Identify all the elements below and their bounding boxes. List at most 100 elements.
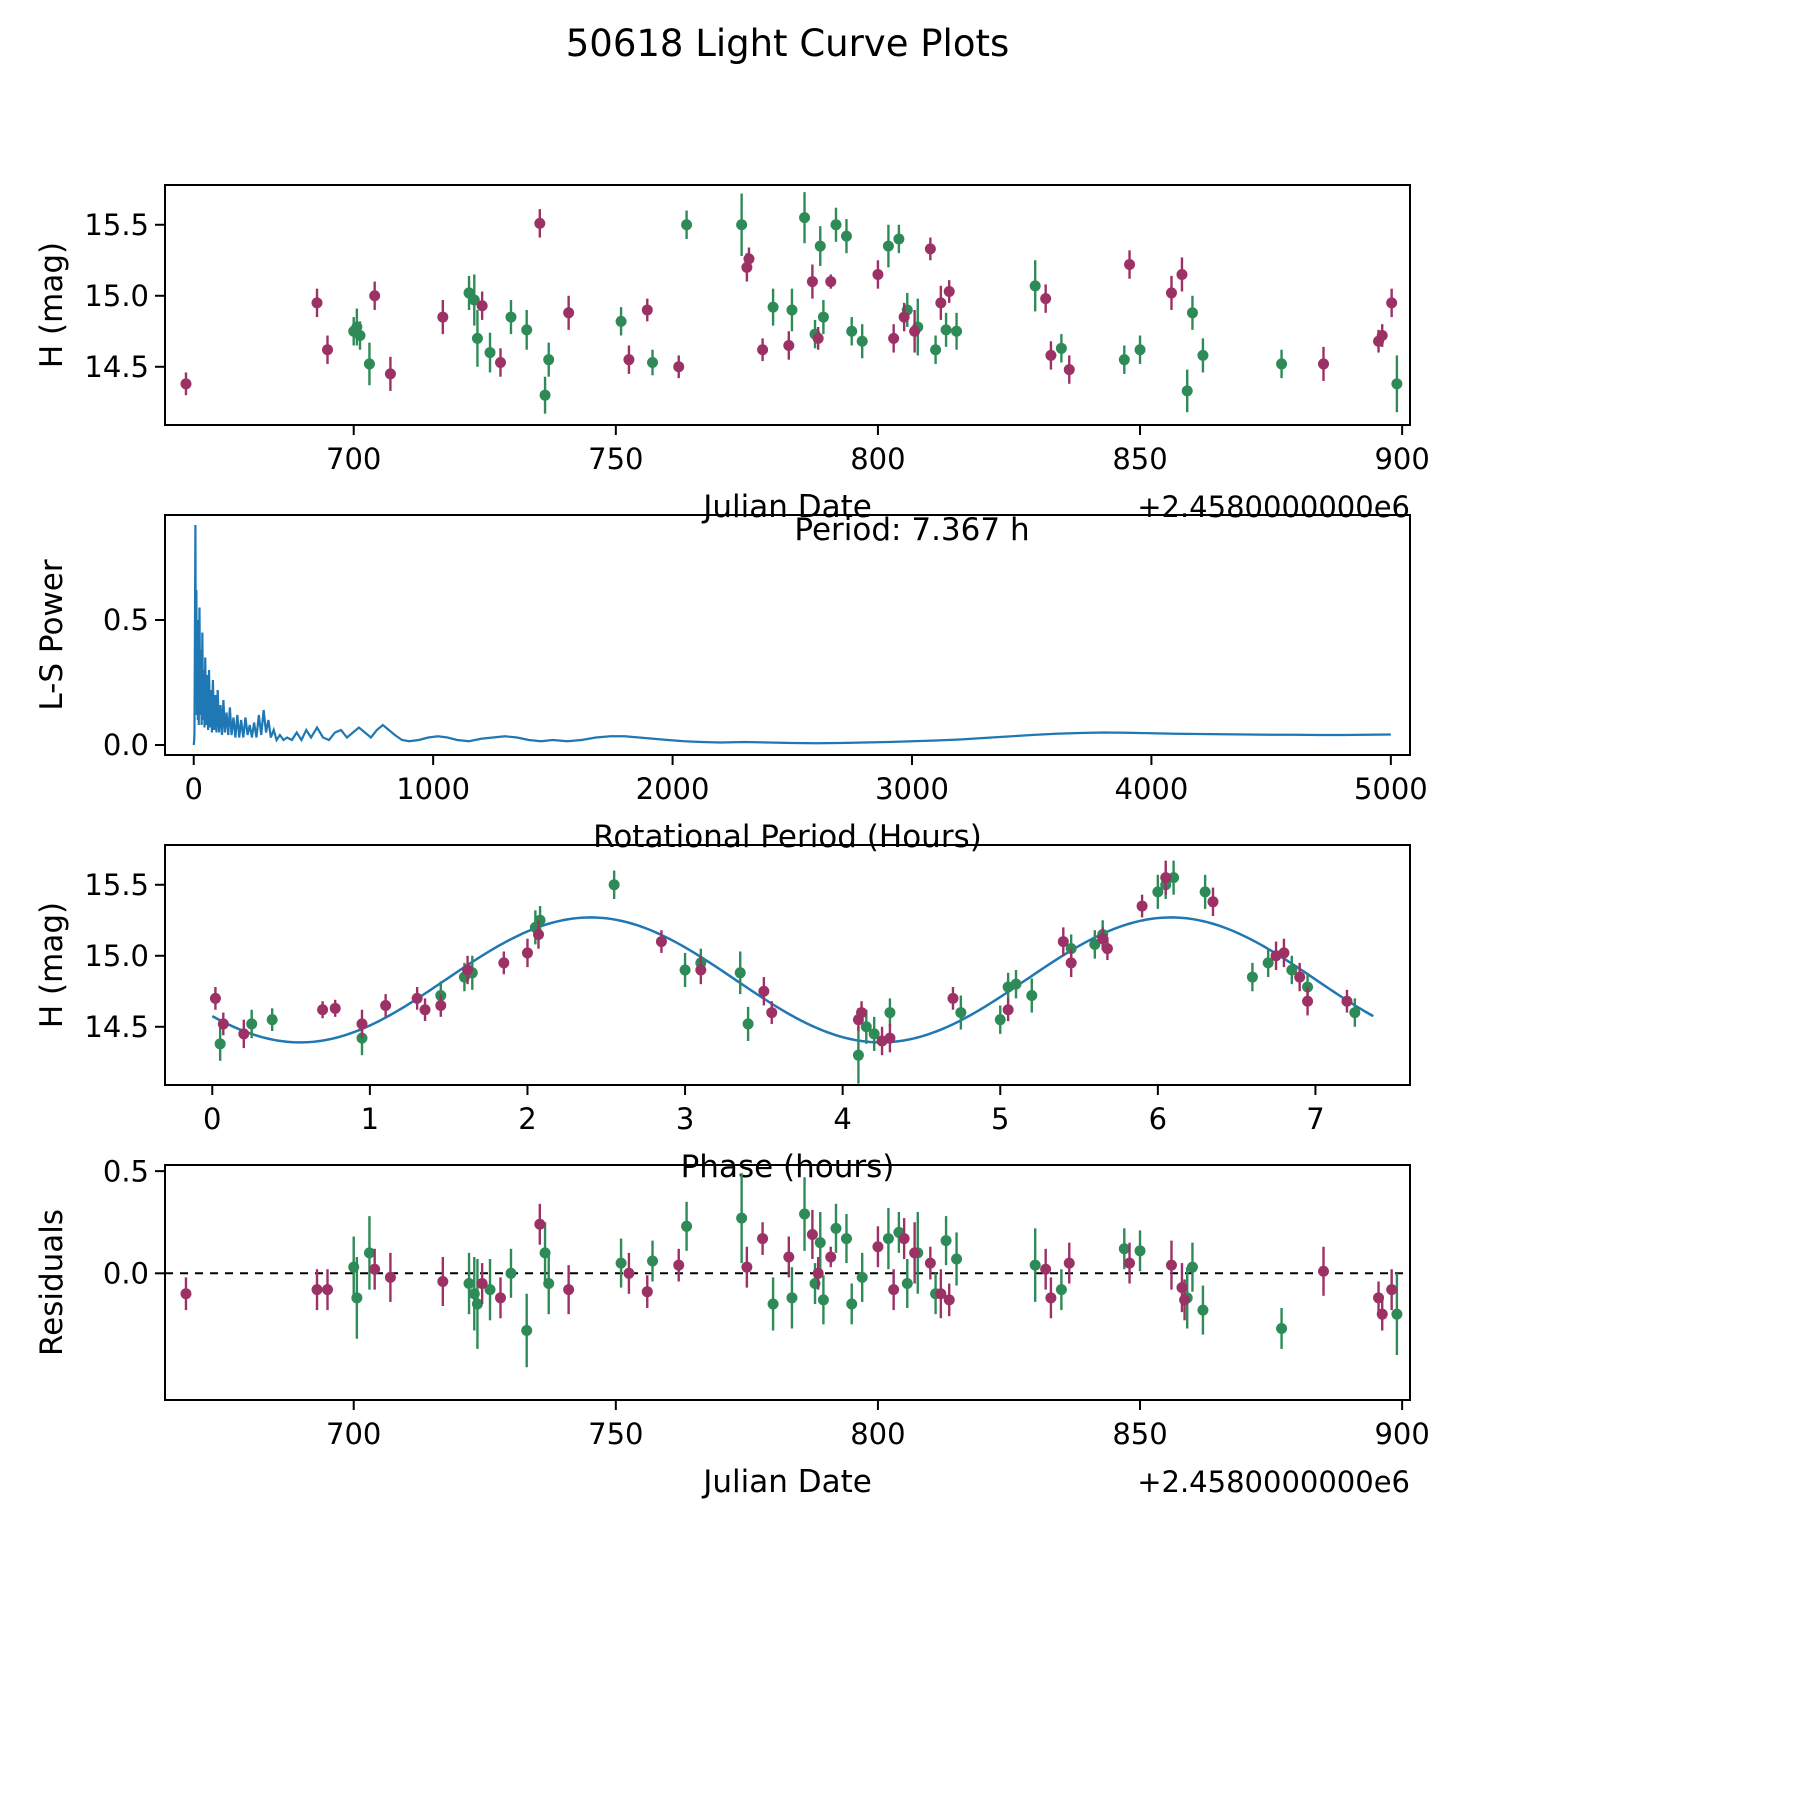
chart-lightcurve-jd: 700 750 800 850 900 14.5 15.0 15.5 Julian Date +2… [0, 150, 1800, 525]
data-point [806, 276, 818, 288]
data-point [1318, 358, 1330, 370]
data-point [846, 325, 858, 337]
data-point [814, 240, 826, 252]
data-point [1186, 1261, 1198, 1273]
data-point [1118, 354, 1130, 366]
data-point [947, 992, 959, 1004]
data-point [462, 964, 474, 976]
data-point [856, 335, 868, 347]
data-point [868, 1028, 880, 1040]
x-tick-label: 5 [991, 1102, 1009, 1136]
data-point [521, 1325, 533, 1337]
data-point [266, 1014, 278, 1026]
data-point [1286, 964, 1298, 976]
data-point [647, 1255, 659, 1267]
data-point [1065, 957, 1077, 969]
x-tick-label: 850 [1112, 442, 1167, 476]
data-point [534, 1218, 546, 1230]
data-point [888, 1284, 900, 1296]
x-axis-offset-text: +2.4580000000e6 [1137, 490, 1410, 524]
data-point [1294, 971, 1306, 983]
chart-svg-phase-folded-lightcurve: 0 1 2 3 4 5 6 7 14.5 15.0 15.5 Phase (hours) H (mag) [34, 844, 1411, 1185]
data-point [679, 964, 691, 976]
data-point [1278, 947, 1290, 959]
plot-area [209, 860, 1374, 1084]
data-point [825, 1251, 837, 1263]
data-point [1318, 1265, 1330, 1277]
data-point [898, 311, 910, 323]
data-point [533, 928, 544, 940]
data-point [1276, 1322, 1288, 1334]
data-point [994, 1014, 1006, 1026]
x-tick-label: 3 [676, 1102, 694, 1136]
y-tick-label: 15.5 [84, 208, 149, 242]
data-point [217, 1018, 229, 1030]
data-point [872, 1241, 884, 1253]
y-tick-label: 0.5 [103, 603, 149, 637]
data-point [521, 947, 533, 959]
data-point [615, 1257, 627, 1269]
data-point [180, 1288, 192, 1300]
y-tick-label: 14.5 [84, 350, 149, 384]
data-point [783, 339, 795, 351]
data-point [1136, 900, 1148, 912]
axes-frame [164, 514, 1411, 756]
data-point [471, 332, 483, 344]
data-point [317, 1004, 329, 1016]
chart-svg-lomb-scargle-periodogram: 0 1000 2000 3000 4000 5000 0.0 0.5 Rotational Pe… [34, 512, 1428, 855]
data-point [799, 212, 811, 224]
data-point [471, 1298, 483, 1310]
data-point [783, 1251, 795, 1263]
series-filter-purple [209, 860, 1353, 1056]
data-point [901, 1278, 913, 1290]
data-point [623, 1267, 635, 1279]
chart-svg-residuals-vs-julian-date: 700 750 800 850 900 0.0 0.5 Julian Date +2.45800… [34, 1154, 1430, 1500]
data-point [1063, 364, 1075, 376]
data-point [1101, 943, 1113, 955]
x-tick-label: 1000 [396, 772, 470, 806]
data-point [476, 1278, 488, 1290]
data-point [786, 304, 798, 316]
y-tick-label: 14.5 [84, 1010, 149, 1044]
data-point [681, 1220, 693, 1232]
data-point [1134, 1245, 1146, 1257]
data-point [1186, 307, 1198, 319]
x-axis-label: Phase (hours) [681, 1149, 895, 1185]
data-point [1057, 936, 1069, 948]
data-point [812, 332, 824, 344]
x-tick-label: 7 [1306, 1102, 1324, 1136]
period-annotation: Period: 7.367 h [794, 512, 1029, 548]
data-point [1246, 971, 1258, 983]
x-tick-label: 750 [588, 442, 643, 476]
x-tick-label: 6 [1149, 1102, 1167, 1136]
data-point [363, 1247, 375, 1259]
x-axis-offset-text: +2.4580000000e6 [1137, 1465, 1410, 1499]
data-point [209, 992, 221, 1004]
data-point [1097, 933, 1109, 945]
data-point [1002, 1004, 1014, 1016]
data-point [872, 268, 884, 280]
plot-area [180, 192, 1403, 414]
data-point [1197, 1304, 1209, 1316]
data-point [909, 1247, 921, 1259]
data-point [354, 330, 366, 342]
x-tick-label: 700 [326, 442, 381, 476]
data-point [437, 1275, 449, 1287]
data-point [214, 1038, 226, 1050]
data-point [758, 985, 770, 997]
data-point [767, 1298, 779, 1310]
data-point [1207, 896, 1219, 908]
data-point [830, 219, 842, 231]
data-point [1168, 872, 1180, 884]
y-tick-label: 0.0 [103, 1256, 149, 1290]
data-point [380, 999, 392, 1011]
sine-fit-curve [211, 916, 1374, 1044]
data-point [742, 1018, 754, 1030]
data-point [951, 325, 963, 337]
data-point [1124, 1257, 1136, 1269]
data-point [1391, 1308, 1403, 1320]
data-point [736, 219, 748, 231]
data-point [534, 217, 546, 229]
x-tick-label: 750 [588, 1417, 643, 1451]
